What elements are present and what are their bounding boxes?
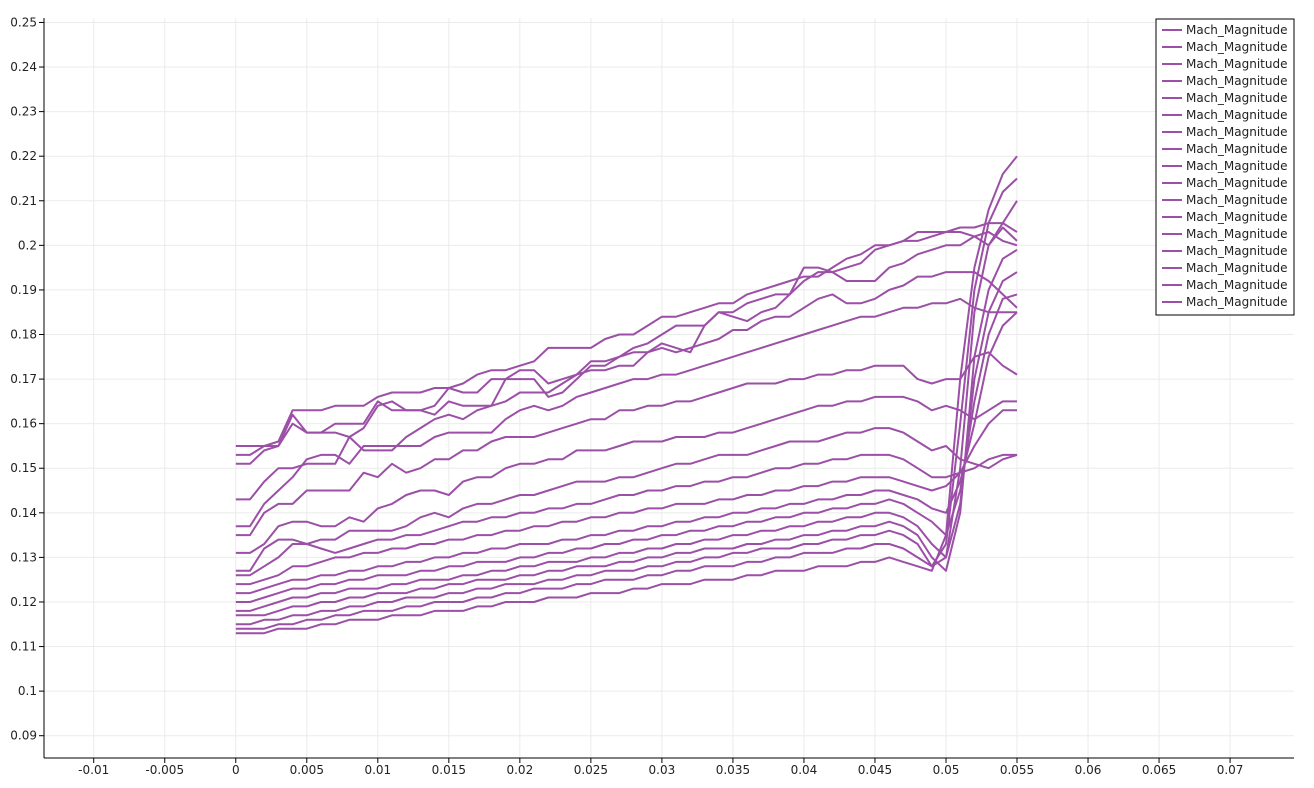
legend-label: Mach_Magnitude: [1186, 244, 1287, 258]
legend-label: Mach_Magnitude: [1186, 74, 1287, 88]
x-tick-label: 0.035: [716, 763, 750, 777]
series-line-14: [235, 248, 1018, 617]
series-line-4: [235, 271, 1018, 501]
series-lines: [235, 155, 1018, 635]
x-tick-label: -0.005: [145, 763, 184, 777]
y-tick-label: 0.18: [10, 328, 37, 342]
x-tick-label: 0.055: [1000, 763, 1034, 777]
x-tick-label: 0.07: [1217, 763, 1244, 777]
x-tick-label: 0.025: [574, 763, 608, 777]
y-tick-label: 0.17: [10, 372, 37, 386]
x-tick-label: 0.045: [858, 763, 892, 777]
y-tick-label: 0.22: [10, 149, 37, 163]
series-line-13: [235, 271, 1018, 612]
y-tick-label: 0.21: [10, 194, 37, 208]
series-line-5: [235, 297, 1017, 528]
legend-label: Mach_Magnitude: [1186, 210, 1287, 224]
x-tick-label: 0.015: [432, 763, 466, 777]
x-tick-label: 0.065: [1142, 763, 1176, 777]
legend-label: Mach_Magnitude: [1186, 176, 1287, 190]
legend-label: Mach_Magnitude: [1186, 227, 1287, 241]
series-line-2: [235, 226, 1018, 456]
y-tick-label: 0.11: [10, 640, 37, 654]
legend-label: Mach_Magnitude: [1186, 278, 1287, 292]
y-tick-label: 0.15: [10, 461, 37, 475]
series-line-7: [235, 395, 1017, 554]
series-line-10: [235, 409, 1017, 586]
series-line-17: [235, 155, 1018, 635]
y-tick-label: 0.25: [10, 15, 37, 29]
x-tick-label: 0.04: [791, 763, 818, 777]
series-line-6: [235, 351, 1018, 537]
y-tick-label: 0.14: [10, 506, 37, 520]
x-tick-label: 0.03: [649, 763, 676, 777]
series-line-15: [235, 200, 1018, 626]
x-tick-label: -0.01: [78, 763, 109, 777]
legend: Mach_Magnitude Mach_Magnitude Mach_Magnitu…: [1155, 18, 1295, 316]
legend-label: Mach_Magnitude: [1186, 193, 1287, 207]
y-tick-label: 0.16: [10, 417, 37, 431]
legend-label: Mach_Magnitude: [1186, 108, 1287, 122]
y-tick-label: 0.09: [10, 729, 37, 743]
legend-label: Mach_Magnitude: [1186, 57, 1287, 71]
axes: -0.01 -0.005 0 0.005 0.01 0.015 0.02 0.025 0.03 0…: [10, 15, 1294, 777]
legend-label: Mach_Magnitude: [1186, 125, 1287, 139]
x-tick-label: 0.02: [506, 763, 533, 777]
x-tick-label: 0.05: [933, 763, 960, 777]
y-tick-label: 0.19: [10, 283, 37, 297]
y-tick-label: 0.24: [10, 60, 37, 74]
legend-label: Mach_Magnitude: [1186, 23, 1287, 37]
legend-label: Mach_Magnitude: [1186, 261, 1287, 275]
y-tick-label: 0.13: [10, 550, 37, 564]
x-tick-label: 0: [232, 763, 240, 777]
y-tick-label: 0.1: [18, 684, 37, 698]
y-tick-label: 0.12: [10, 595, 37, 609]
x-tick-label: 0.005: [290, 763, 324, 777]
series-line-16: [235, 177, 1018, 630]
y-tick-label: 0.23: [10, 105, 37, 119]
legend-label: Mach_Magnitude: [1186, 142, 1287, 156]
series-line-11: [235, 311, 1018, 595]
grid: [44, 18, 1294, 758]
x-tick-label: 0.06: [1075, 763, 1102, 777]
x-tick-label: 0.01: [364, 763, 391, 777]
series-line-9: [235, 453, 1017, 577]
series-line-12: [235, 293, 1018, 603]
legend-label: Mach_Magnitude: [1186, 159, 1287, 173]
legend-label: Mach_Magnitude: [1186, 295, 1287, 309]
legend-label: Mach_Magnitude: [1186, 91, 1287, 105]
legend-label: Mach_Magnitude: [1186, 40, 1287, 54]
series-line-3: [235, 231, 1018, 465]
series-line-8: [235, 427, 1018, 572]
y-tick-label: 0.2: [18, 238, 37, 252]
